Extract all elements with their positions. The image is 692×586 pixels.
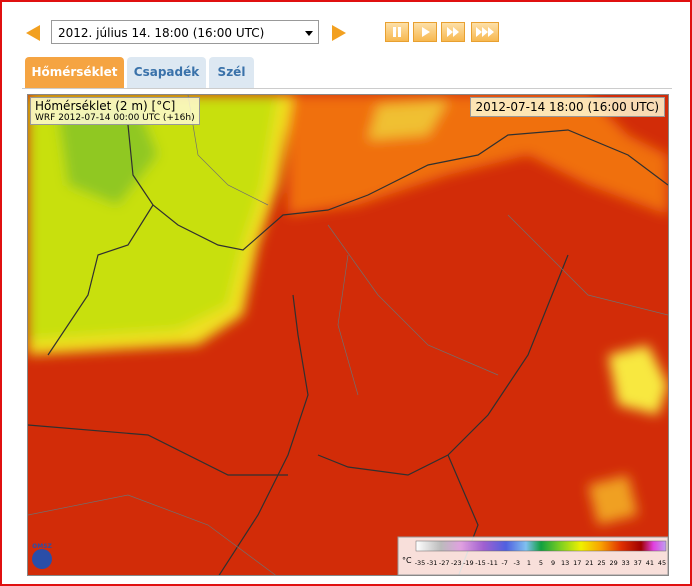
tab[interactable]: Szél [209,57,254,88]
legend-tick-label: -19 [463,559,474,567]
faster-forward-button[interactable] [471,22,499,42]
legend-colorbar [415,540,667,552]
legend-tick-label: 37 [634,559,642,567]
legend-tick-label: 5 [539,559,543,567]
map-subtitle: WRF 2012-07-14 00:00 UTC (+16h) [35,113,195,123]
datetime-select[interactable]: 2012. július 14. 18:00 (16:00 UTC) [51,20,319,44]
valid-time: 2012-07-14 18:00 (16:00 UTC) [469,97,665,117]
map-title: Hőmérséklet (2 m) [°C] [35,99,176,113]
legend-tick-label: 1 [527,559,531,567]
play-button[interactable] [413,22,437,42]
legend-tick-label: 13 [561,559,569,567]
next-arrow[interactable] [332,25,346,41]
tab[interactable]: Hőmérséklet [25,57,124,88]
map-image: °C -35 -31 -27 -23 -19 -15 -11 -7 -3 1 5 9 13 17 21 25 2… [28,95,668,575]
legend-unit: °C [402,556,412,565]
legend-tick-label: -23 [451,559,462,567]
legend-tick-label: -15 [475,559,486,567]
logo: OMSZ [32,543,52,550]
legend-tick-label: 17 [573,559,581,567]
legend-tick-label: -7 [501,559,507,567]
tab-line [22,88,672,89]
pause-button[interactable] [385,22,409,42]
legend-tick-label: 25 [597,559,605,567]
legend-tick-label: 9 [551,559,555,567]
legend-tick-label: 41 [646,559,654,567]
legend-tick-label: 21 [585,559,593,567]
fast-forward-button[interactable] [441,22,465,42]
legend-tick-label: -35 [415,559,426,567]
legend-tick-label: -27 [439,559,450,567]
map: °C -35 -31 -27 -23 -19 -15 -11 -7 -3 1 5 9 13 17 21 25 2… [27,94,669,576]
legend-tick-label: -31 [427,559,438,567]
prev-arrow[interactable] [26,25,40,41]
map-title-box: Hőmérséklet (2 m) [°C] WRF 2012-07-14 00… [30,97,200,125]
legend-tick-label: 29 [609,559,617,567]
logo-icon [32,549,52,569]
legend-tick-label: -11 [487,559,498,567]
legend-tick-label: 45 [658,559,666,567]
legend-tick-label: 33 [622,559,630,567]
tab[interactable]: Csapadék [127,57,206,88]
legend-tick-label: -3 [514,559,520,567]
